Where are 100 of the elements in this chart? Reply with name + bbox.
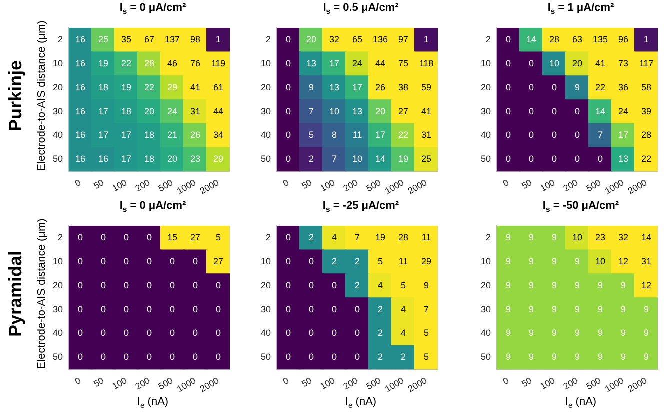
- data-label: 44: [375, 58, 386, 68]
- data-label: 12: [618, 256, 629, 266]
- chart-title: I$_{s}$ = 0 μA/cm²: [118, 2, 188, 16]
- data-label: 9: [529, 352, 534, 362]
- data-label: 19: [375, 232, 386, 242]
- data-label: 38: [398, 82, 409, 92]
- data-label: 9: [552, 232, 558, 242]
- y-tick-label: 10: [260, 58, 272, 68]
- x-tick-label: 500: [584, 376, 603, 392]
- data-label: 1: [644, 34, 650, 44]
- data-label: 17: [98, 130, 109, 140]
- data-label: 7: [355, 232, 360, 242]
- data-label: 0: [575, 130, 580, 140]
- data-label: 0: [286, 280, 292, 290]
- data-label: 0: [101, 232, 106, 242]
- data-label: 44: [213, 106, 224, 116]
- data-label: 0: [506, 106, 512, 116]
- data-label: 58: [641, 82, 652, 92]
- data-label: 0: [286, 352, 292, 362]
- data-label: 0: [170, 352, 176, 362]
- data-label: 0: [170, 280, 176, 290]
- y-tick-label: 10: [480, 58, 492, 68]
- data-label: 0: [147, 280, 152, 290]
- y-tick-label: 2: [58, 34, 64, 44]
- data-label: 9: [424, 280, 430, 290]
- y-tick-label: 10: [52, 256, 64, 266]
- data-label: 15: [167, 232, 178, 242]
- data-label: 20: [306, 34, 317, 44]
- data-label: 13: [306, 58, 317, 68]
- x-tick-label: 100: [538, 178, 557, 194]
- data-label: 2: [378, 328, 384, 338]
- data-label: 9: [529, 304, 534, 314]
- x-tick-label: 200: [134, 376, 152, 392]
- data-label: 4: [400, 304, 406, 314]
- data-label: 135: [592, 34, 608, 44]
- data-label: 36: [618, 82, 629, 92]
- data-label: 14: [375, 154, 386, 164]
- data-label: 9: [506, 328, 512, 338]
- y-tick-label: 2: [266, 34, 272, 44]
- data-label: 0: [147, 232, 152, 242]
- data-label: 2: [378, 304, 384, 314]
- x-tick-label: 2000: [406, 376, 429, 394]
- x-tick-label: 1000: [175, 178, 198, 196]
- data-label: 28: [144, 58, 155, 68]
- data-label: 0: [78, 352, 84, 362]
- x-tick-label: 0: [501, 376, 511, 387]
- data-label: 9: [552, 280, 558, 290]
- data-label: 0: [309, 280, 314, 290]
- y-tick-label: 30: [480, 304, 492, 314]
- x-tick-label: 0: [501, 178, 511, 189]
- data-label: 24: [618, 106, 629, 116]
- y-tick-label: 50: [260, 154, 272, 164]
- data-label: 9: [529, 232, 534, 242]
- y-axis-title: Electrode-to-AIS distance (μm): [36, 20, 48, 172]
- data-label: 0: [170, 304, 176, 314]
- data-label: 17: [122, 130, 132, 140]
- data-label: 0: [286, 58, 292, 68]
- data-label: 9: [598, 280, 604, 290]
- y-tick-label: 30: [52, 106, 64, 116]
- data-label: 0: [192, 328, 198, 338]
- data-label: 9: [506, 256, 512, 266]
- x-tick-label: 50: [520, 178, 534, 192]
- data-label: 9: [529, 328, 534, 338]
- data-label: 0: [286, 256, 292, 266]
- data-label: 26: [190, 130, 201, 140]
- data-label: 0: [332, 280, 338, 290]
- data-label: 28: [641, 130, 652, 140]
- chart-title: I$_{s}$ = -25 μA/cm²: [322, 200, 400, 214]
- data-label: 9: [506, 304, 512, 314]
- data-label: 0: [124, 256, 130, 266]
- data-label: 2: [378, 352, 384, 362]
- y-tick-label: 2: [58, 232, 64, 242]
- data-label: 0: [506, 58, 512, 68]
- data-label: 0: [286, 304, 292, 314]
- data-label: 61: [213, 82, 224, 92]
- data-label: 20: [167, 154, 178, 164]
- data-label: 31: [641, 256, 652, 266]
- data-label: 19: [98, 58, 109, 68]
- data-label: 2: [355, 280, 360, 290]
- x-tick-label: 1000: [383, 376, 406, 394]
- data-label: 9: [575, 304, 580, 314]
- data-label: 2: [400, 352, 406, 362]
- data-label: 7: [332, 154, 338, 164]
- data-label: 10: [550, 58, 560, 68]
- data-label: 17: [352, 82, 363, 92]
- data-label: 31: [421, 130, 432, 140]
- data-label: 0: [575, 106, 580, 116]
- data-label: 20: [375, 106, 386, 116]
- data-label: 17: [375, 130, 386, 140]
- data-label: 9: [644, 352, 650, 362]
- data-label: 13: [330, 82, 340, 92]
- data-label: 9: [506, 232, 512, 242]
- y-tick-label: 30: [260, 106, 272, 116]
- y-tick-label: 30: [52, 304, 64, 314]
- data-label: 0: [286, 328, 292, 338]
- x-tick-label: 1000: [175, 376, 198, 394]
- data-label: 32: [618, 232, 629, 242]
- data-label: 0: [124, 280, 130, 290]
- data-label: 4: [332, 232, 338, 242]
- data-label: 119: [211, 58, 226, 68]
